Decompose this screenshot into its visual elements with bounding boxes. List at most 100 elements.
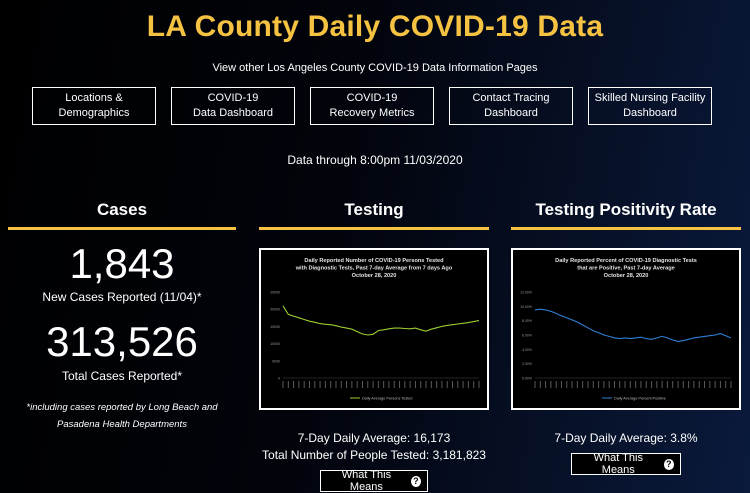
x-tick-label <box>324 381 326 388</box>
page-title: LA County Daily COVID-19 Data <box>146 10 604 43</box>
x-tick-label <box>452 381 454 388</box>
x-tick-label <box>725 381 727 388</box>
data-through-label: Data through 8:00pm 11/03/2020 <box>287 153 463 167</box>
cases-heading: Cases <box>96 200 148 219</box>
testing-daily-average: 7-Day Daily Average: 16,173 <box>297 431 451 445</box>
x-tick-label <box>598 381 600 388</box>
testing-chart[interactable]: Daily Reported Number of COVID-19 Person… <box>259 248 489 410</box>
x-tick-label <box>356 381 358 388</box>
x-tick-label <box>478 381 480 388</box>
y-tick-label: 5000 <box>272 359 280 363</box>
new-cases-label: New Cases Reported (11/04)* <box>42 290 202 304</box>
x-tick-label <box>462 381 464 388</box>
x-tick-label <box>282 381 284 388</box>
x-tick-label <box>730 381 732 388</box>
x-tick-label <box>555 381 557 388</box>
x-tick-label <box>539 381 541 388</box>
positivity-heading: Testing Positivity Rate <box>535 200 717 219</box>
x-tick-label <box>436 381 438 388</box>
x-tick-label <box>430 381 432 388</box>
total-cases-value: 313,526 <box>46 318 198 365</box>
cases-note-line2: Pasadena Health Departments <box>57 419 187 430</box>
question-icon: ? <box>410 475 421 487</box>
x-tick-label <box>688 381 690 388</box>
positivity-what-this-means-label: What This Means <box>593 452 643 476</box>
x-tick-label <box>587 381 589 388</box>
nav-data-dashboard-button[interactable]: COVID-19 Data Dashboard <box>171 87 295 125</box>
x-tick-label <box>613 381 615 388</box>
testing-total-tested: Total Number of People Tested: 3,181,823 <box>262 448 486 462</box>
x-tick-label <box>399 381 401 388</box>
x-tick-label <box>441 381 443 388</box>
y-tick-label: 4.00% <box>522 348 532 352</box>
x-tick-label <box>351 381 353 388</box>
legend-label: Daily Average Percent Positive <box>614 397 666 401</box>
positivity-daily-average: 7-Day Daily Average: 3.8% <box>554 431 698 445</box>
testing-what-this-means-button[interactable]: What This Means ? <box>320 469 428 493</box>
x-tick-label <box>582 381 584 388</box>
x-tick-label <box>404 381 406 388</box>
x-tick-label <box>293 381 295 388</box>
x-tick-label <box>298 381 300 388</box>
x-tick-label <box>467 381 469 388</box>
y-tick-label: 20000 <box>270 308 280 312</box>
cases-note-line1: *including cases reported by Long Beach … <box>26 402 218 413</box>
chart-title-line: with Diagnostic Tests, Past 7-day Averag… <box>295 266 453 272</box>
chart-title-line: Daily Reported Percent of COVID-19 Diagn… <box>555 258 697 264</box>
y-tick-label: 0.00% <box>522 377 532 381</box>
nav-locations-demographics-button[interactable]: Locations & Demographics <box>32 87 156 125</box>
positivity-chart[interactable]: Daily Reported Percent of COVID-19 Diagn… <box>511 248 741 410</box>
legend-label: Daily Average Persons Tested <box>362 397 413 401</box>
x-tick-label <box>624 381 626 388</box>
nav-contact-tracing-button[interactable]: Contact Tracing Dashboard <box>449 87 573 125</box>
x-tick-label <box>545 381 547 388</box>
x-tick-label <box>592 381 594 388</box>
x-tick-label <box>682 381 684 388</box>
x-tick-label <box>672 381 674 388</box>
x-tick-label <box>651 381 653 388</box>
x-tick-label <box>314 381 316 388</box>
x-tick-label <box>640 381 642 388</box>
x-tick-label <box>287 381 289 388</box>
x-tick-label <box>704 381 706 388</box>
y-tick-label: 10.00% <box>520 305 532 309</box>
testing-chart-svg: Daily Reported Number of COVID-19 Person… <box>270 258 480 401</box>
x-tick-label <box>566 381 568 388</box>
y-tick-label: 12.00% <box>520 291 532 295</box>
x-tick-label <box>457 381 459 388</box>
chart-title-line: October 28, 2020 <box>352 273 397 279</box>
total-cases-label: Total Cases Reported* <box>61 369 183 383</box>
x-tick-label <box>608 381 610 388</box>
series-line <box>534 308 732 342</box>
nav-skilled-nursing-button[interactable]: Skilled Nursing Facility Dashboard <box>588 87 712 125</box>
positivity-what-this-means-button[interactable]: What This Means ? <box>571 452 681 476</box>
x-tick-label <box>635 381 637 388</box>
testing-heading: Testing <box>344 200 404 219</box>
cases-divider <box>8 227 236 230</box>
page-subtitle: View other Los Angeles County COVID-19 D… <box>212 62 538 74</box>
x-tick-label <box>425 381 427 388</box>
x-tick-label <box>645 381 647 388</box>
x-tick-label <box>420 381 422 388</box>
x-tick-label <box>303 381 305 388</box>
x-tick-label <box>677 381 679 388</box>
chart-title-line: Daily Reported Number of COVID-19 Person… <box>304 258 444 264</box>
y-tick-label: 2.00% <box>522 362 532 366</box>
x-tick-label <box>383 381 385 388</box>
x-tick-label <box>666 381 668 388</box>
x-tick-label <box>661 381 663 388</box>
x-tick-label <box>414 381 416 388</box>
x-tick-label <box>409 381 411 388</box>
y-tick-label: 0 <box>278 377 280 381</box>
x-tick-label <box>719 381 721 388</box>
question-icon: ? <box>663 458 674 470</box>
nav-recovery-metrics-button[interactable]: COVID-19 Recovery Metrics <box>310 87 434 125</box>
cases-note: *including cases reported by Long Beach … <box>8 399 236 433</box>
x-tick-label <box>367 381 369 388</box>
x-tick-label <box>330 381 332 388</box>
x-tick-label <box>308 381 310 388</box>
x-tick-label <box>629 381 631 388</box>
y-tick-label: 10000 <box>270 342 280 346</box>
x-tick-label <box>709 381 711 388</box>
x-tick-label <box>714 381 716 388</box>
